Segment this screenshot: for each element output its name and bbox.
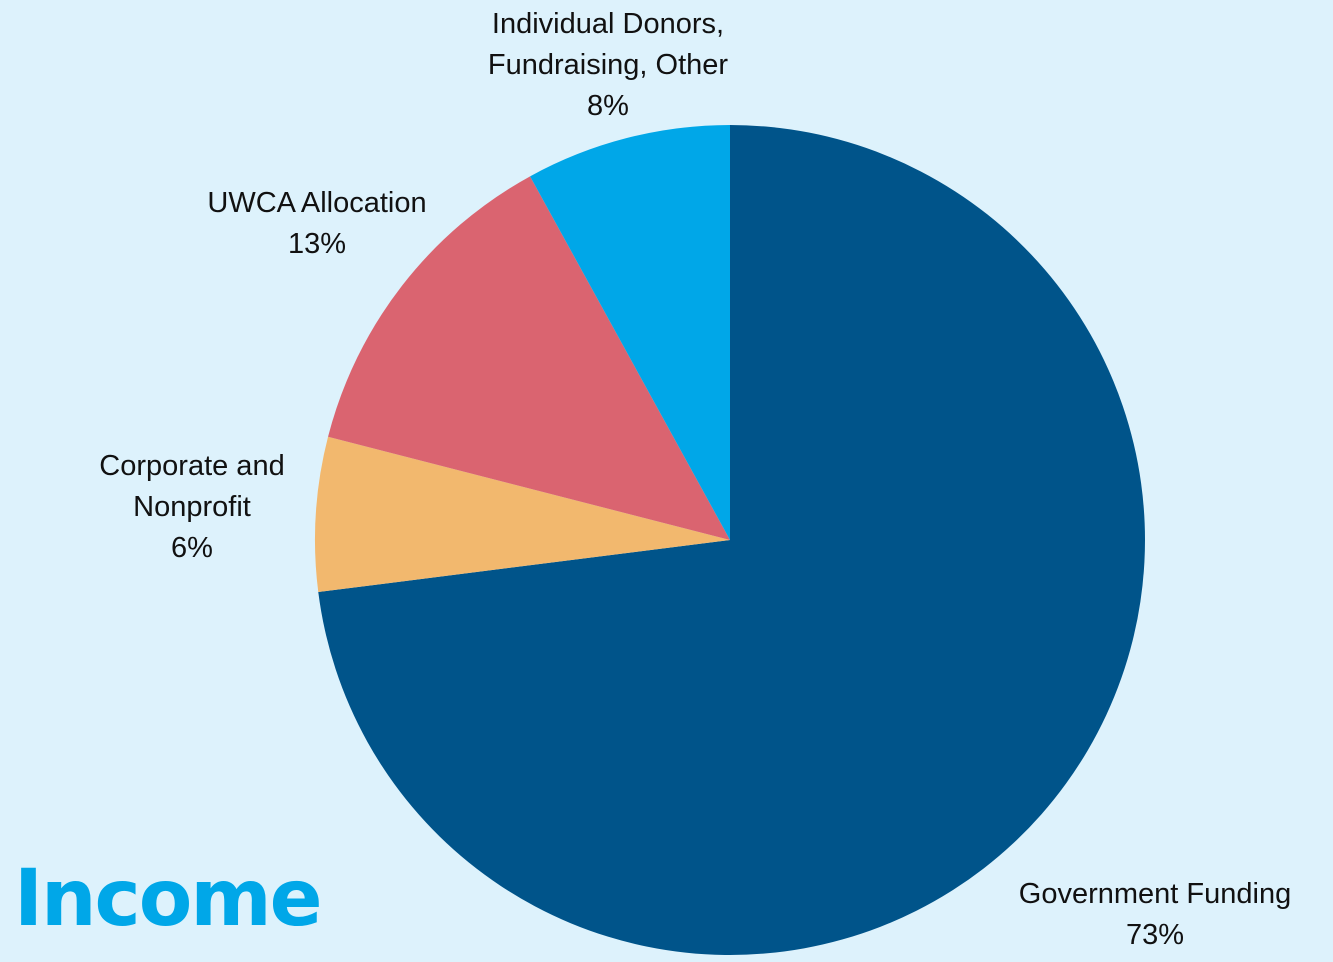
pie-slice-1 (314, 436, 730, 593)
slice-value-0: 73% (1126, 919, 1184, 951)
slice-value-1: 6% (171, 532, 213, 564)
pie-slice-3 (530, 125, 730, 540)
slice-label-1: Corporate and Nonprofit 6% (99, 450, 284, 564)
chart-title: Income (14, 854, 323, 944)
slice-label-3: Individual Donors, Fundraising, Other 8% (488, 8, 729, 122)
pie-slices (314, 125, 1145, 956)
slice-label-2: UWCA Allocation 13% (207, 187, 426, 260)
slice-label-line-1-1: Nonprofit (133, 491, 251, 523)
slice-value-3: 8% (587, 90, 629, 122)
pie-slice-0 (318, 125, 1145, 956)
slice-label-0: Government Funding 73% (1019, 878, 1291, 951)
slice-labels: Government Funding 73% Corporate and Nonpro… (99, 8, 1291, 951)
slice-label-line-3-0: Individual Donors, (492, 8, 724, 40)
slice-label-line-1-0: Corporate and (99, 450, 284, 482)
slice-label-line-3-1: Fundraising, Other (488, 49, 729, 81)
pie-slice-2 (328, 176, 730, 540)
slice-label-line-2-0: UWCA Allocation (207, 187, 426, 219)
slice-label-line-0-0: Government Funding (1019, 878, 1291, 910)
slice-value-2: 13% (288, 228, 346, 260)
